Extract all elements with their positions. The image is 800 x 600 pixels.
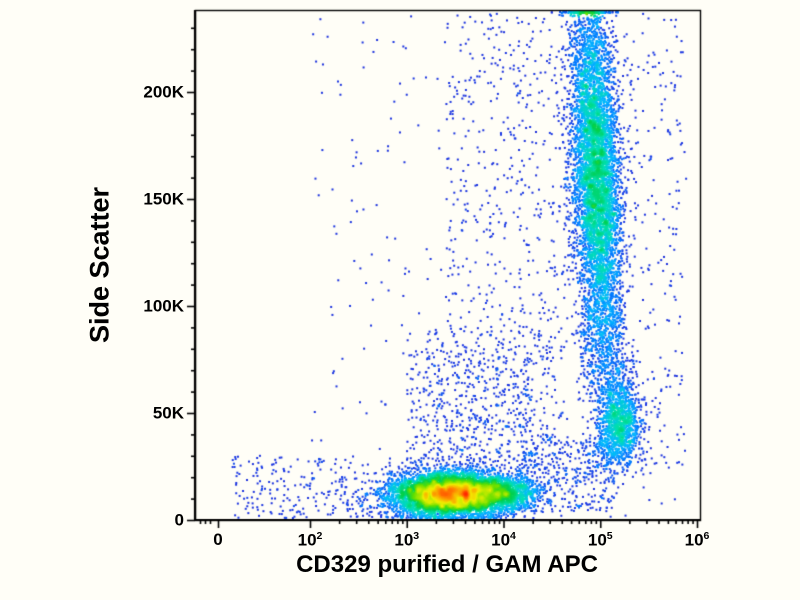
x-tick-label: 104 [491,530,516,550]
y-tick-label: 200K [143,82,184,102]
y-tick-label: 50K [152,403,184,423]
x-tick-label: 106 [684,530,710,550]
y-tick-label: 100K [143,296,184,316]
x-axis-title: CD329 purified / GAM APC [296,551,598,578]
x-tick-label: 105 [587,530,613,550]
x-tick-label: 103 [394,530,420,550]
x-tick-label: 0 [213,530,223,549]
x-tick-label: 102 [297,530,323,550]
y-axis-title: Side Scatter [84,186,115,344]
y-tick-label: 0 [174,510,184,530]
y-tick-label: 150K [143,189,184,209]
